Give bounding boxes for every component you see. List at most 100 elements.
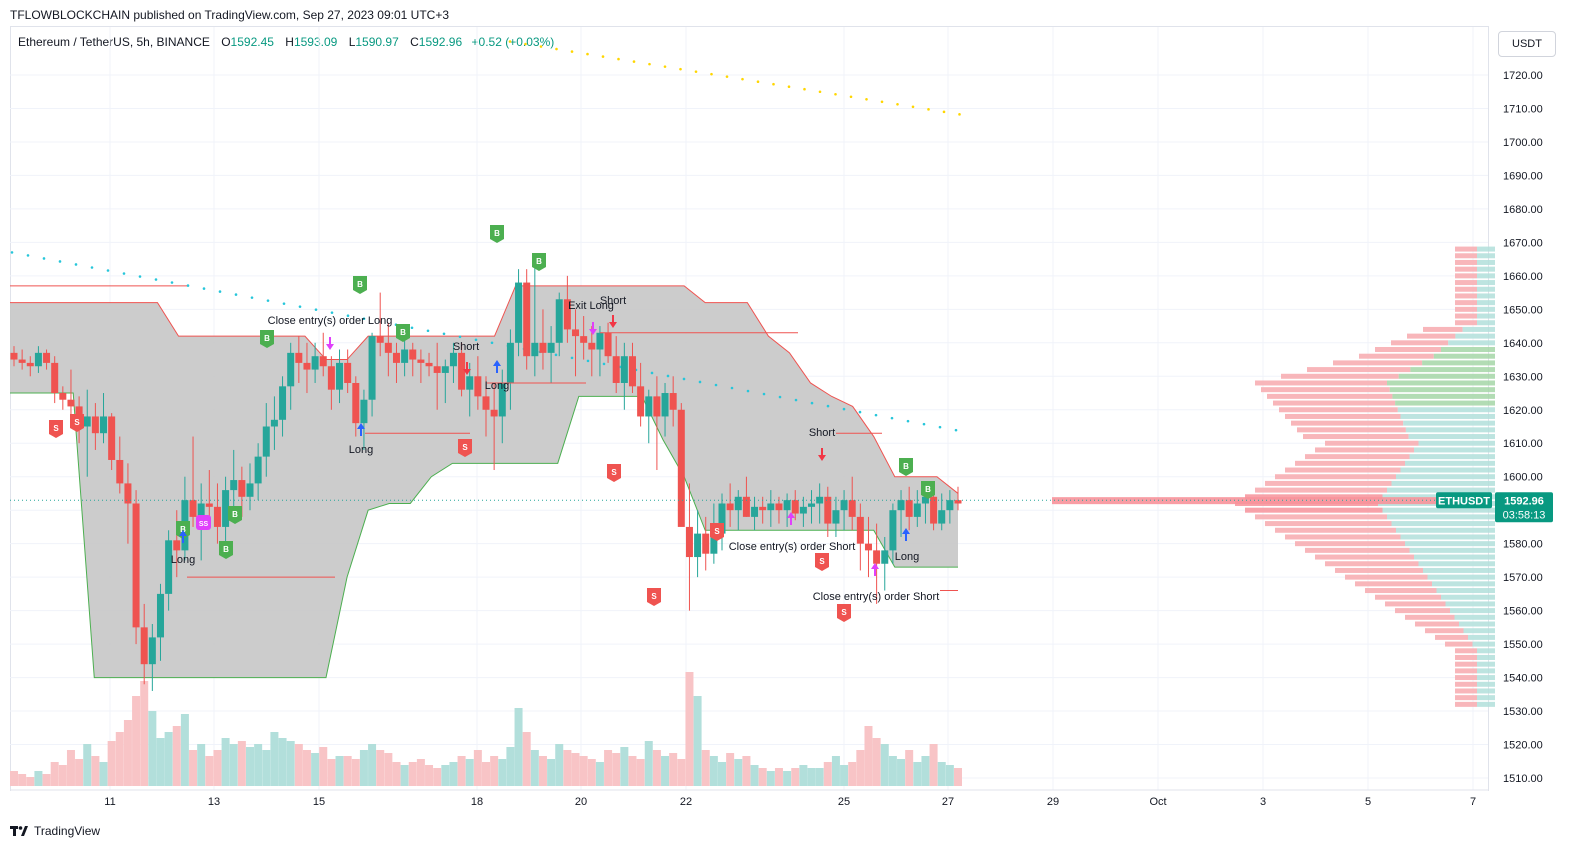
symbol-title[interactable]: Ethereum / TetherUS, 5h, BINANCE [18,35,210,49]
volume-bar [416,759,425,786]
volume-profile-sell [1455,661,1477,667]
close-value: 1592.96 [418,35,463,49]
volume-profile-sell [1455,668,1477,674]
volume-bar [327,759,336,786]
x-tick-label: 13 [208,796,220,808]
x-tick-label: 27 [942,796,954,808]
candle-body [759,506,767,511]
volume-profile-sell [1405,614,1455,620]
volume-profile-buy [1427,574,1495,580]
long-arrow-icon [493,360,501,373]
candle-body [295,352,303,363]
volume-bar [425,765,434,786]
x-tick-label: 18 [471,796,483,808]
volume-profile-buy [1423,567,1495,573]
candle-body [832,510,840,524]
candle-body [498,382,506,417]
volume-bar [490,756,499,786]
strategy-label: Close entry(s) order Long [268,315,393,327]
volume-bar [34,771,43,786]
candle-body [808,503,816,507]
y-tick-label: 1620.00 [1503,405,1543,417]
volume-profile-buy [1477,286,1495,292]
buy-signal-badge-letter: B [925,485,931,494]
volume-profile-sell [1455,293,1477,299]
volume-profile-buy [1448,340,1495,346]
volume-bar [18,774,27,786]
short-arrow-icon [818,448,826,461]
volume-bar [400,765,409,786]
ma-dot [714,383,718,387]
volume-bar [807,768,816,786]
candle-body [262,426,270,457]
volume-bar [677,759,686,786]
symbol-tag [1436,492,1492,509]
ma-dot [906,419,910,423]
strategy-label: Long [895,551,919,563]
candle-body [238,480,246,497]
volume-bar [750,765,759,786]
volume-profile-buy [1410,367,1495,373]
candle-body [921,496,929,504]
candle-body [173,540,181,551]
sell-signal-badge [837,604,851,622]
volume-bar [254,744,263,786]
ma-dot-gold [818,90,822,94]
volume-bar [42,774,51,786]
volume-bar [221,738,230,786]
sell-signal-badge-letter: S [74,418,80,427]
y-tick-label: 1550.00 [1503,639,1543,651]
price-tag-value: 1592.96 [1504,495,1544,507]
candle-body [466,376,474,390]
candle-body [368,336,376,400]
y-tick-label: 1690.00 [1503,170,1543,182]
volume-bar [856,750,865,786]
volume-bar [897,759,906,786]
candle-body [287,352,295,387]
candle-body [767,503,775,511]
candle-body [254,456,262,484]
candle-body [425,362,433,367]
volume-profile-sell [1345,574,1428,580]
volume-bar [831,756,840,786]
y-tick-label: 1570.00 [1503,572,1543,584]
volume-bar [620,747,629,786]
ma-dot-gold [725,75,729,78]
candle-body [409,349,417,360]
volume-bar [652,750,661,786]
volume-profile-sell [1297,427,1406,433]
volume-profile-buy [1405,460,1495,466]
volume-bar [888,756,897,786]
volume-profile-sell [1359,353,1434,359]
candle-body [742,496,750,517]
volume-profile-sell [1285,534,1401,540]
ma-dot [794,398,798,402]
chart-pane[interactable] [10,26,1488,791]
volume-bar [335,756,344,786]
candle-body [148,637,156,665]
candle-body [816,496,824,504]
ma-dot [778,395,782,399]
volume-profile-sell [1391,340,1449,346]
volume-bar [115,732,124,786]
candle-body [246,483,254,497]
volume-bar [758,768,767,786]
ma-dot [458,335,462,339]
volume-profile-buy [1450,608,1495,614]
volume-profile-sell [1455,286,1477,292]
volume-bar [685,672,694,786]
volume-profile-sell [1455,246,1477,252]
ma-dot [234,293,238,296]
ma-dot [746,389,750,393]
volume-bar [604,750,613,786]
candle-body [905,500,913,517]
currency-button[interactable]: USDT [1498,31,1556,57]
volume-bar [246,747,254,786]
volume-bar [848,762,857,786]
volume-bar [180,714,189,786]
buy-signal-badge [490,225,504,243]
volume-profile-sell [1365,588,1437,594]
volume-bar [351,759,360,786]
ma-dot-gold [927,108,930,111]
ma-dot [826,404,830,408]
